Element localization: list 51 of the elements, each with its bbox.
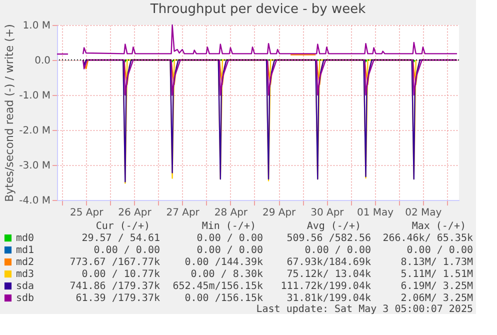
text: 0.00 / 0.00 (196, 245, 263, 256)
text: 0.00 / 0.00 (94, 245, 160, 256)
x-tick-label: 26 Apr (118, 208, 152, 218)
text: 509.56 /582.56 (286, 233, 371, 244)
chart-title: Throughput per device - by week (149, 2, 366, 17)
x-tick-label: 01 May (357, 208, 394, 218)
text: 111.72k/199.04k (280, 281, 371, 292)
y-tick-label: 0.0 (34, 56, 50, 66)
x-tick-label: 30 Apr (310, 208, 345, 218)
legend-label: md3 (16, 269, 34, 280)
text: 2.06M/ 3.25M (400, 293, 473, 304)
x-tick-label: 28 Apr (214, 208, 248, 218)
text: Cur (-/+) (96, 221, 150, 232)
legend-label: md1 (16, 245, 34, 256)
text: 67.93k/184.69k (286, 257, 371, 268)
x-tick-label: 27 Apr (166, 208, 200, 218)
text: 0.00 /144.39k (184, 257, 263, 268)
text: Last update: Sat May 3 05:00:07 2025 (256, 304, 473, 315)
x-tick-label: 02 May (405, 208, 442, 218)
text: 8.13M/ 1.73M (400, 257, 473, 268)
y-tick-label: -4.0 M (19, 196, 50, 206)
text: 0.00 / 10.77k (82, 269, 160, 280)
legend-label: sda (16, 281, 34, 292)
text: Max (-/+) (412, 221, 466, 232)
text: 0.00 / 0.00 (406, 245, 473, 256)
text: 652.45m/156.15k (172, 281, 263, 292)
text: 31.81k/199.04k (286, 293, 371, 304)
text: 5.11M/ 1.51M (400, 269, 473, 280)
text: Min (-/+) (202, 221, 256, 232)
text: 6.19M/ 3.25M (400, 281, 473, 292)
text: 0.00 / 8.30k (190, 269, 263, 280)
y-tick-label: -1.0 M (19, 90, 50, 102)
text: 773.67 /167.77k (70, 257, 160, 268)
y-tick-label: 1.0 M (22, 20, 50, 32)
text: 75.12k/ 13.04k (286, 269, 371, 280)
text: 0.00 / 0.00 (304, 245, 371, 256)
text: 29.57 / 54.61 (82, 233, 160, 244)
y-tick-label: -2.0 M (19, 126, 50, 136)
legend-label: md0 (16, 233, 34, 244)
y-tick-label: -3.0 M (19, 160, 50, 172)
legend-label: sdb (16, 293, 34, 304)
text: 266.46k/ 65.35k (382, 233, 473, 244)
text: 741.86 /179.37k (70, 281, 160, 292)
text: Avg (-/+) (306, 221, 361, 232)
text: 0.00 / 0.00 (196, 233, 263, 244)
y-axis-title: Bytes/second read (-) / write (+) (3, 24, 16, 202)
legend-label: md2 (16, 257, 34, 268)
x-tick-label: 25 Apr (70, 208, 104, 218)
text: 61.39 /179.37k (76, 293, 160, 304)
x-tick-label: 29 Apr (262, 208, 297, 218)
text: 0.00 /156.15k (184, 293, 263, 304)
